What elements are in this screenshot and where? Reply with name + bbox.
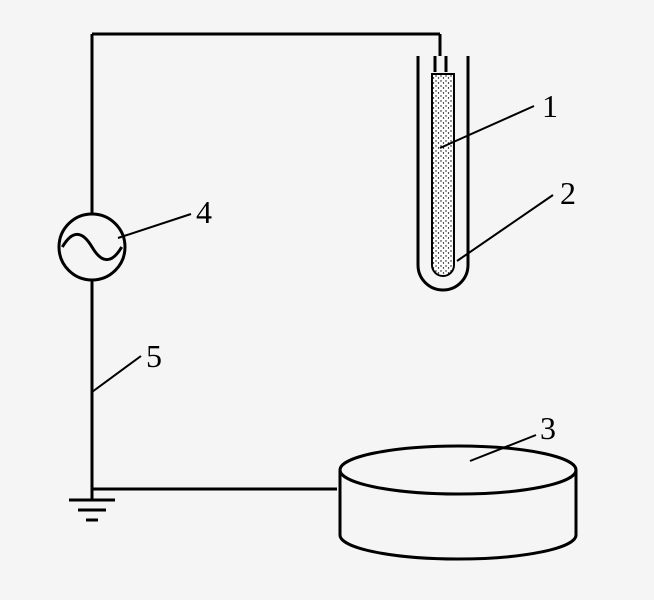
circuit-diagram: 1 2 3 4 5 [0,0,654,595]
label-3: 3 [540,410,556,447]
label-4: 4 [196,194,212,231]
label-5: 5 [146,338,162,375]
label-1: 1 [542,88,558,125]
label-2: 2 [560,175,576,212]
